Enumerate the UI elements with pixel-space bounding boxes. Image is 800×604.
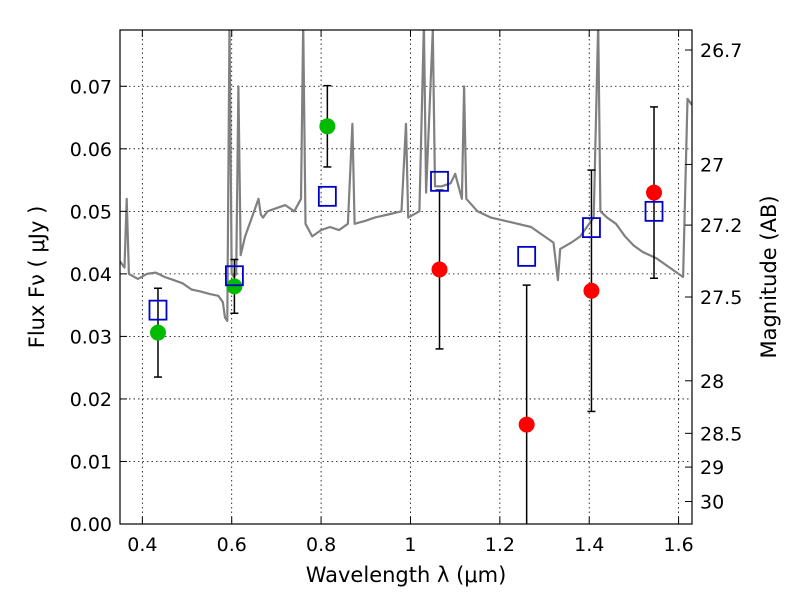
- data-point: [583, 282, 600, 299]
- data-point: [518, 416, 535, 433]
- data-point: [646, 184, 663, 201]
- x-axis-label: Wavelength λ (μm): [306, 563, 507, 587]
- right-tick-label: 29: [700, 457, 724, 479]
- y-tick-label: 0.06: [70, 139, 112, 161]
- y-tick-label: 0.03: [70, 326, 112, 348]
- right-tick-label: 28: [700, 371, 724, 393]
- model-band-point: [517, 245, 537, 267]
- y-tick-label: 0.05: [70, 201, 112, 223]
- grid: [120, 30, 692, 524]
- x-tick-label: 1: [404, 534, 416, 556]
- y-axis-label: Flux Fν ( μJy ): [25, 206, 49, 349]
- right-tick-label: 28.5: [700, 423, 742, 445]
- right-tick-label: 27.2: [700, 215, 742, 237]
- right-axis-label: Magnitude (AB): [757, 195, 781, 358]
- model-band-point: [644, 200, 664, 222]
- model-band-point: [224, 265, 244, 287]
- right-tick-label: 30: [700, 491, 724, 513]
- model-band-point: [317, 185, 337, 207]
- data-point: [431, 261, 448, 278]
- model-band-point: [582, 217, 601, 239]
- x-tick-label: 1.4: [574, 534, 604, 556]
- right-tick-label: 26.7: [700, 40, 742, 62]
- data-point: [319, 118, 336, 135]
- data-markers: [148, 84, 664, 524]
- x-tick-label: 0.6: [217, 534, 247, 556]
- x-tick-label: 0.4: [127, 534, 157, 556]
- y-tick-label: 0.04: [70, 264, 112, 286]
- x-tick-label: 1.2: [485, 534, 515, 556]
- x-tick-label: 0.8: [306, 534, 336, 556]
- plot-frame: [119, 29, 693, 525]
- model-spectrum: [120, 30, 692, 322]
- model-band-point: [148, 299, 168, 321]
- y-tick-label: 0.02: [70, 389, 112, 411]
- model-spectrum-line: [120, 30, 692, 322]
- y-tick-label: 0.01: [70, 451, 112, 473]
- x-tick-label: 1.6: [663, 534, 693, 556]
- data-point: [149, 324, 166, 341]
- y-tick-label: 0.00: [70, 514, 112, 536]
- axes: 0.4 0.6 0.8 1 1.2 1.4 1.6 0.00 0.01 0.02 0.03 0.04 0…: [70, 30, 742, 556]
- model-band-point: [430, 170, 449, 192]
- y-tick-label: 0.07: [70, 76, 112, 98]
- right-tick-label: 27: [700, 154, 724, 176]
- right-tick-label: 27.5: [700, 287, 742, 309]
- data-point: [226, 278, 243, 295]
